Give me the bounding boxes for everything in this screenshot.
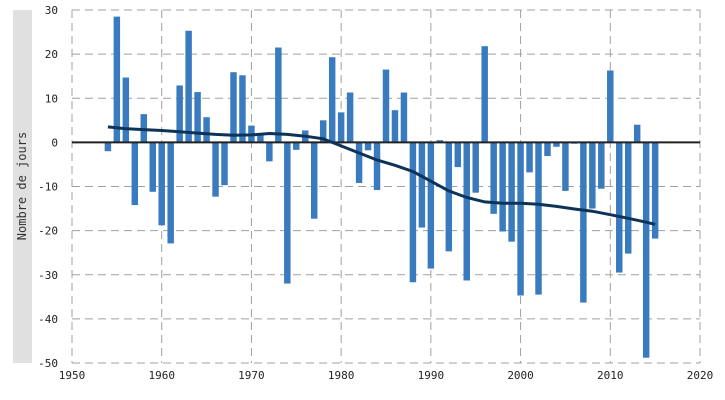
bar-1959 xyxy=(149,142,156,192)
bar-2003 xyxy=(544,142,551,157)
x-tick-label: 1980 xyxy=(328,369,355,382)
y-tick-label: 20 xyxy=(45,48,58,61)
bar-2004 xyxy=(553,142,560,147)
bar-1960 xyxy=(158,142,165,226)
bar-2014 xyxy=(642,142,650,358)
bar-2008 xyxy=(589,142,596,209)
bar-1972 xyxy=(266,142,273,162)
bar-2009 xyxy=(598,142,605,189)
bar-1961 xyxy=(167,142,174,244)
bar-1956 xyxy=(122,77,130,143)
bar-1968 xyxy=(230,72,237,143)
bar-1967 xyxy=(221,142,228,186)
x-tick-label: 1950 xyxy=(59,369,86,382)
bar-1996 xyxy=(481,46,488,143)
bar-1999 xyxy=(508,142,515,242)
y-axis-label-band xyxy=(13,10,32,363)
bar-1993 xyxy=(454,142,462,168)
bar-1992 xyxy=(445,142,453,252)
y-tick-label: 0 xyxy=(51,136,58,149)
bar-1995 xyxy=(472,142,479,193)
bar-2013 xyxy=(633,124,641,143)
bar-1973 xyxy=(275,47,282,143)
y-tick-labels: 30 20 10 0 -10 -20 -30 -40 -50 xyxy=(38,4,58,370)
bar-1965 xyxy=(203,117,210,143)
bar-2015 xyxy=(651,142,659,239)
bar-1969 xyxy=(239,75,246,143)
bar-2012 xyxy=(624,142,632,254)
y-tick-label: -30 xyxy=(38,269,58,282)
y-tick-label: -50 xyxy=(38,357,58,370)
bar-1966 xyxy=(212,142,219,197)
bar-1985 xyxy=(382,69,390,143)
bar-1964 xyxy=(194,92,201,143)
bar-1991 xyxy=(436,140,444,143)
bar-1977 xyxy=(310,142,318,219)
grid-layer xyxy=(71,9,701,364)
bar-1978 xyxy=(319,120,327,143)
bar-1962 xyxy=(176,85,183,143)
bar-2001 xyxy=(526,142,533,173)
bar-2002 xyxy=(535,142,542,295)
bar-1998 xyxy=(499,142,506,232)
bar-1980 xyxy=(337,112,345,143)
bar-1986 xyxy=(391,110,399,143)
bar-1990 xyxy=(427,142,435,269)
bar-1981 xyxy=(346,92,354,143)
x-tick-label: 1960 xyxy=(148,369,175,382)
bar-2000 xyxy=(517,142,524,296)
bars-layer xyxy=(104,16,659,358)
bar-1994 xyxy=(463,142,470,281)
bar-1957 xyxy=(131,142,139,206)
y-tick-label: -20 xyxy=(38,225,58,238)
bar-2005 xyxy=(562,142,569,191)
bar-1997 xyxy=(490,142,497,214)
bar-1955 xyxy=(113,16,121,143)
y-tick-label: -10 xyxy=(38,181,58,194)
x-tick-label: 2000 xyxy=(507,369,534,382)
x-tick-label: 2020 xyxy=(687,369,714,382)
bar-1983 xyxy=(364,142,372,151)
x-tick-label: 1990 xyxy=(418,369,445,382)
bar-1979 xyxy=(328,57,336,143)
bar-2010 xyxy=(607,70,614,143)
y-tick-label: 30 xyxy=(45,4,58,17)
x-tick-label: 1970 xyxy=(238,369,265,382)
bar-1971 xyxy=(257,135,264,143)
bar-2007 xyxy=(580,142,587,303)
y-tick-label: 10 xyxy=(45,92,58,105)
bar-1988 xyxy=(409,142,417,283)
x-tick-label: 2010 xyxy=(597,369,624,382)
bar-1984 xyxy=(373,142,381,191)
bar-1963 xyxy=(185,30,192,143)
y-tick-label: -40 xyxy=(38,313,58,326)
bar-1989 xyxy=(418,142,426,228)
trend-line xyxy=(107,125,656,226)
bar-1982 xyxy=(355,142,363,183)
bar-1974 xyxy=(284,142,291,284)
bar-1954 xyxy=(104,142,112,152)
bar-2011 xyxy=(616,142,623,273)
x-tick-labels: 1950 1960 1970 1980 1990 2000 2010 2020 xyxy=(59,369,714,382)
bar-1987 xyxy=(400,92,408,143)
bar-1975 xyxy=(293,142,300,150)
